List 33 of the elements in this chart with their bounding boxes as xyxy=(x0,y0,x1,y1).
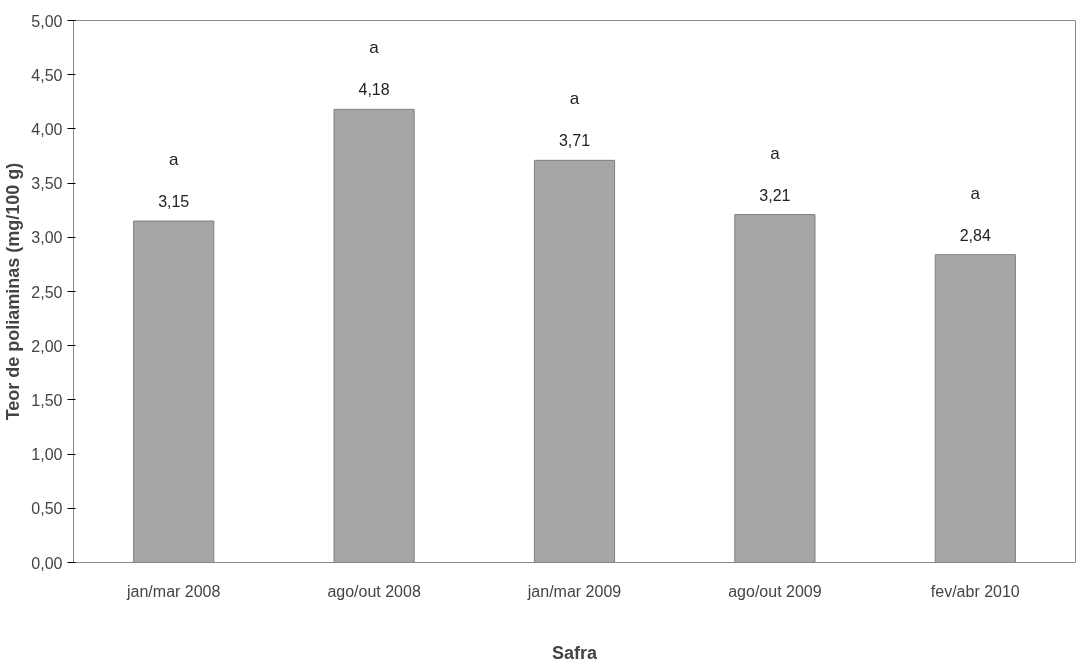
bar xyxy=(934,254,1016,563)
x-tick-label: ago/out 2008 xyxy=(327,582,421,600)
x-tick-label: ago/out 2009 xyxy=(728,582,822,600)
data-label: 3,21 xyxy=(759,186,791,204)
x-tick-label: jan/mar 2009 xyxy=(526,582,622,600)
bar xyxy=(734,214,816,563)
bar xyxy=(133,220,215,563)
y-tick-label: 3,00 xyxy=(31,229,63,247)
data-label: 4,18 xyxy=(358,81,390,99)
y-tick-label: 4,50 xyxy=(31,66,63,84)
x-tick-label: fev/abr 2010 xyxy=(930,582,1020,600)
data-label: 3,15 xyxy=(158,193,190,211)
x-axis-title: Safra xyxy=(551,642,598,663)
annotation: a xyxy=(168,150,179,170)
bar xyxy=(333,108,415,563)
annotation: a xyxy=(770,143,781,163)
data-label: 3,71 xyxy=(558,132,591,150)
y-tick-label: 5,00 xyxy=(31,12,63,30)
y-tick-label: 4,00 xyxy=(31,120,63,138)
y-tick-label: 1,50 xyxy=(31,391,63,409)
y-tick-label: 3,50 xyxy=(31,175,63,193)
data-label: 2,84 xyxy=(959,226,991,244)
annotation: a xyxy=(569,89,580,109)
annotation: a xyxy=(970,183,981,203)
y-tick-label: 0,00 xyxy=(31,554,63,572)
y-tick-label: 0,50 xyxy=(31,500,63,518)
y-axis-title: Teor de poliaminas (mg/100 g) xyxy=(3,162,24,421)
y-tick-label: 1,00 xyxy=(31,446,63,464)
y-tick-label: 2,50 xyxy=(31,283,63,301)
y-tick-label: 2,00 xyxy=(31,337,63,355)
annotation: a xyxy=(369,38,380,58)
x-tick-label: jan/mar 2008 xyxy=(126,582,221,600)
bar xyxy=(533,159,616,563)
